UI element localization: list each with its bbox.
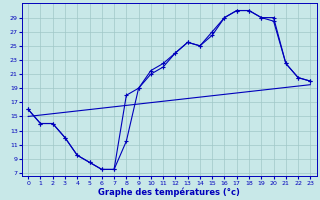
- X-axis label: Graphe des températures (°c): Graphe des températures (°c): [98, 187, 240, 197]
